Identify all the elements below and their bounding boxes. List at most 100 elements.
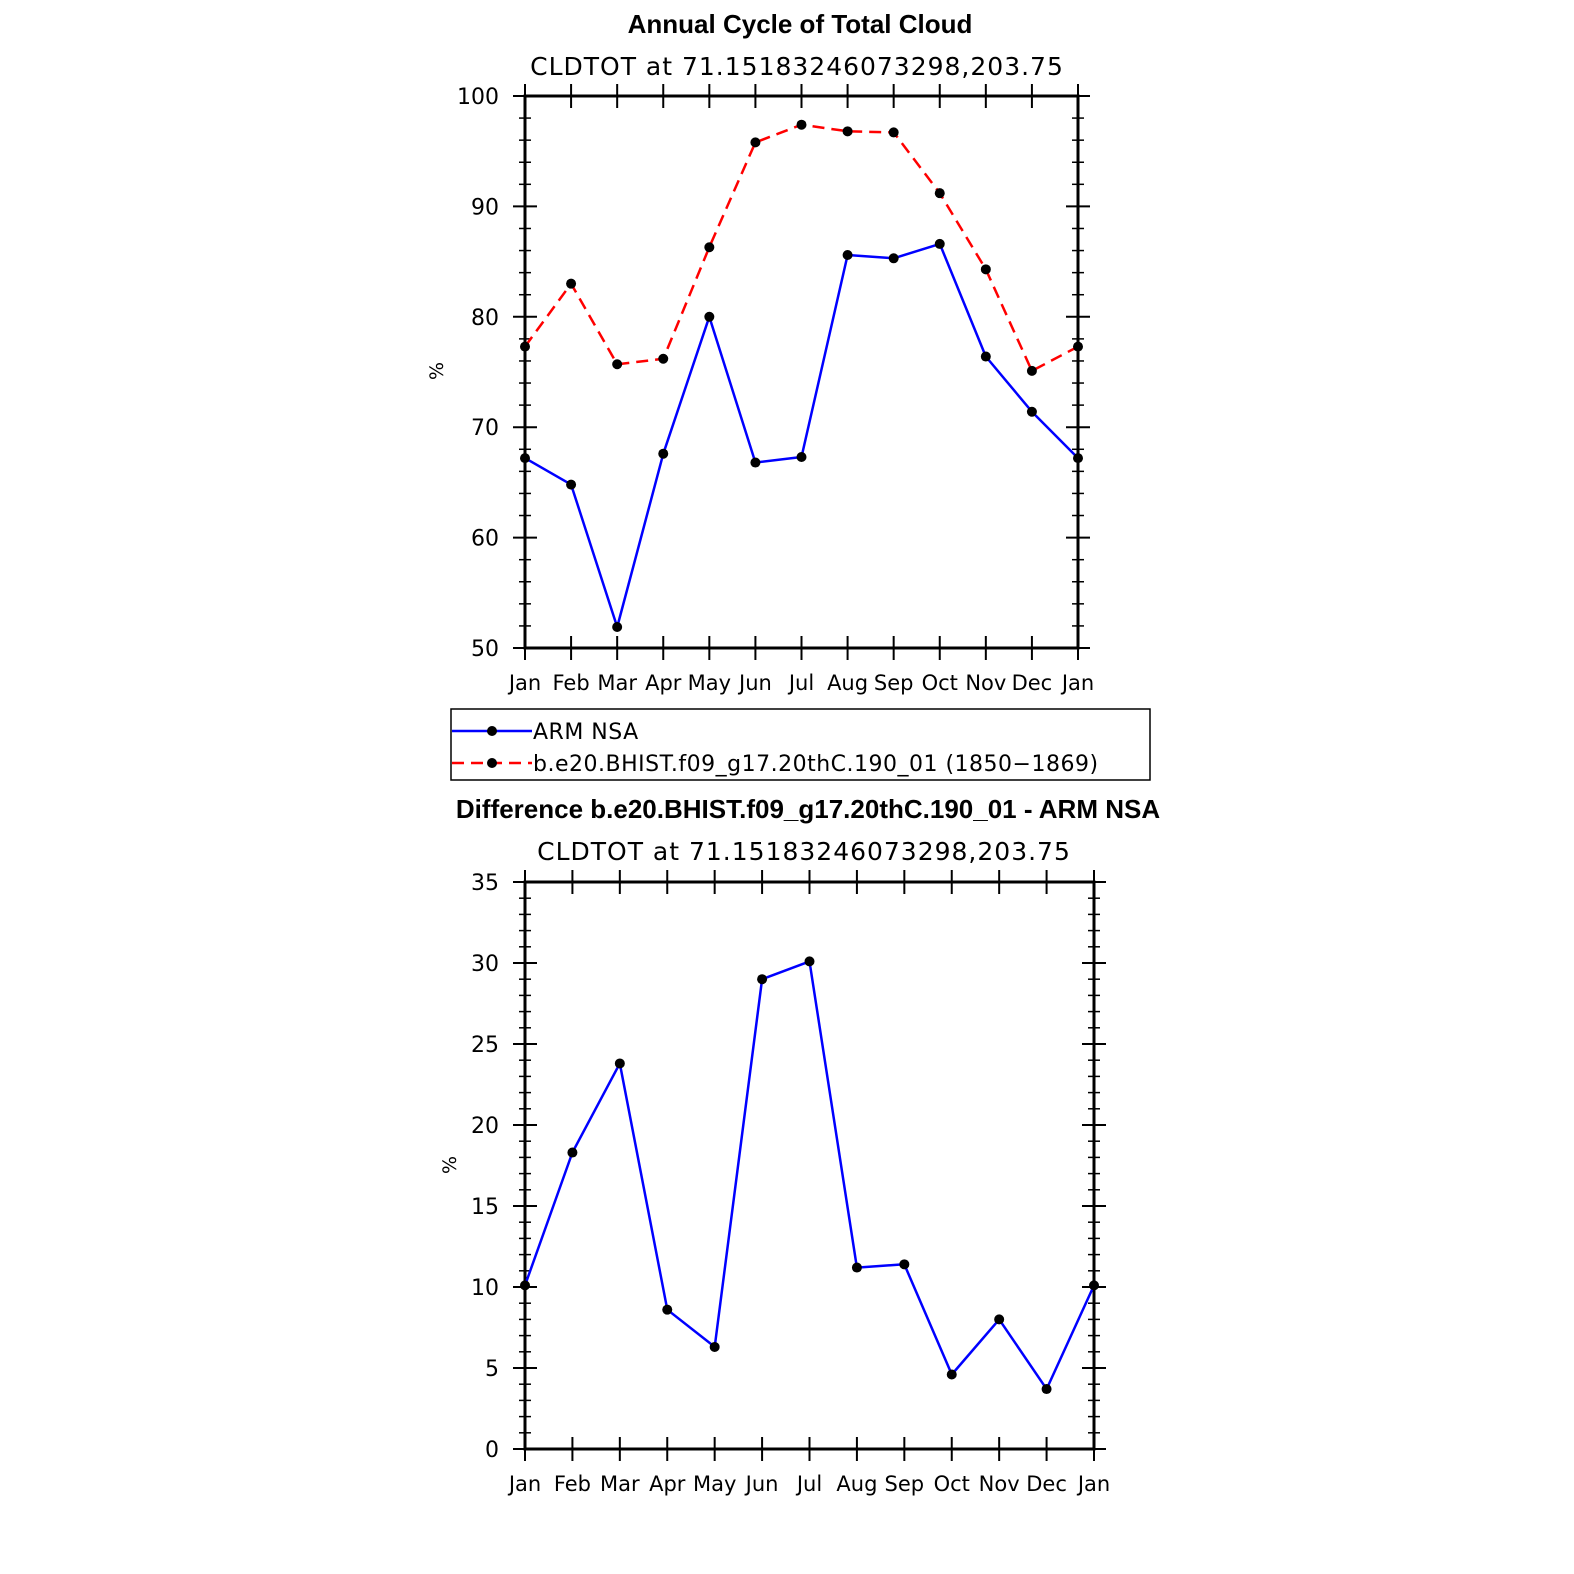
x-tick-label: Aug: [836, 1472, 877, 1496]
x-tick-label: Oct: [934, 1472, 970, 1496]
data-point: [709, 1341, 720, 1352]
data-point: [796, 452, 807, 463]
data-point: [980, 351, 991, 362]
chart1-ylabel: %: [426, 362, 448, 380]
data-point: [612, 622, 623, 633]
data-point: [804, 956, 815, 967]
chart-difference: Difference b.e20.BHIST.f09_g17.20thC.190…: [439, 794, 1160, 1496]
x-tick-label: Dec: [1012, 671, 1053, 695]
x-tick-label: Jan: [1060, 671, 1094, 695]
data-point: [520, 341, 530, 352]
data-point: [704, 242, 715, 253]
data-point: [1041, 1384, 1052, 1395]
legend-label-arm-nsa: ARM NSA: [533, 720, 639, 745]
data-point: [934, 238, 945, 249]
data-point: [1089, 1280, 1099, 1291]
data-point: [842, 249, 853, 260]
data-point: [946, 1369, 957, 1380]
x-tick-label: Jan: [507, 671, 541, 695]
x-tick-label: Nov: [965, 671, 1006, 695]
data-point: [1073, 341, 1083, 352]
data-point: [614, 1058, 625, 1069]
x-tick-label: May: [693, 1472, 736, 1496]
x-tick-label: Jul: [795, 1472, 822, 1496]
data-point: [612, 359, 623, 370]
chart2-plot-frame: [523, 880, 1096, 1451]
chart2-title: Difference b.e20.BHIST.f09_g17.20thC.190…: [456, 794, 1160, 824]
x-tick-label: Jun: [737, 671, 772, 695]
chart1-subtitle: CLDTOT at 71.15183246073298,203.75: [530, 52, 1064, 81]
data-point: [888, 253, 899, 264]
data-point: [704, 311, 715, 322]
chart2-subtitle: CLDTOT at 71.15183246073298,203.75: [537, 837, 1071, 866]
y-tick-label: 30: [471, 952, 499, 977]
series-line-1: [523, 123, 1079, 373]
x-tick-label: Nov: [979, 1472, 1020, 1496]
x-tick-label: Dec: [1026, 1472, 1067, 1496]
data-point: [934, 188, 945, 199]
data-point: [757, 974, 768, 985]
chart2-x-tick-labels: Jan Feb Mar Apr May Jun Jul Aug Sep Oct Nov Dec Jan: [507, 1472, 1110, 1496]
x-tick-label: Mar: [597, 671, 637, 695]
y-tick-label: 60: [471, 527, 499, 552]
data-point: [842, 126, 853, 137]
data-point: [566, 479, 577, 490]
y-tick-label: 70: [471, 416, 499, 441]
y-tick-label: 80: [471, 306, 499, 331]
x-tick-label: Feb: [554, 1472, 591, 1496]
x-tick-label: Jul: [787, 671, 814, 695]
data-point: [567, 1147, 578, 1158]
series-line-0: [524, 242, 1079, 629]
x-tick-label: Jan: [1076, 1472, 1110, 1496]
y-tick-label: 25: [471, 1033, 499, 1058]
chart1-x-tick-labels: Jan Feb Mar Apr May Jun Jul Aug Sep Oct Nov Dec Jan: [507, 671, 1094, 695]
y-tick-label: 50: [471, 637, 499, 662]
legend-marker-arm-nsa: [487, 726, 497, 736]
chart2-ylabel: %: [439, 1156, 461, 1174]
data-point: [796, 119, 807, 130]
x-tick-label: Sep: [874, 671, 914, 695]
x-tick-label: Jan: [507, 1472, 541, 1496]
data-point: [851, 1262, 862, 1273]
chart1-legend: ARM NSA b.e20.BHIST.f09_g17.20thC.190_01…: [450, 708, 1151, 781]
y-tick-label: 100: [457, 85, 499, 110]
data-point: [994, 1314, 1005, 1325]
chart1-title: Annual Cycle of Total Cloud: [628, 9, 973, 39]
y-tick-label: 5: [485, 1357, 499, 1382]
legend-marker-model: [487, 758, 497, 768]
legend-label-model: b.e20.BHIST.f09_g17.20thC.190_01 (1850−1…: [533, 752, 1099, 777]
legend-box: [450, 708, 1151, 781]
y-tick-label: 90: [471, 195, 499, 220]
data-point: [899, 1259, 910, 1270]
data-point: [980, 264, 991, 275]
x-tick-label: Jun: [744, 1472, 779, 1496]
y-tick-label: 0: [485, 1438, 499, 1463]
x-tick-label: May: [688, 671, 731, 695]
data-point: [520, 453, 530, 464]
chart1-plot-frame: [523, 94, 1080, 650]
data-point: [662, 1304, 673, 1315]
chart1-series: [520, 119, 1083, 633]
data-point: [1026, 365, 1037, 376]
data-point: [1026, 406, 1037, 417]
data-point: [520, 1280, 530, 1291]
data-point: [658, 448, 669, 459]
x-tick-label: Sep: [885, 1472, 925, 1496]
data-point: [750, 137, 761, 148]
data-point: [888, 127, 899, 138]
x-tick-label: Apr: [645, 671, 682, 695]
x-tick-label: Mar: [600, 1472, 640, 1496]
data-point: [658, 353, 669, 364]
data-point: [566, 278, 577, 289]
x-tick-label: Aug: [827, 671, 868, 695]
chart2-y-tick-labels: 0 5 10 15 20 25 30 35: [471, 871, 499, 1463]
chart-annual-cycle: Annual Cycle of Total Cloud CLDTOT at 71…: [426, 9, 1094, 695]
y-tick-label: 15: [471, 1195, 499, 1220]
x-tick-label: Apr: [649, 1472, 686, 1496]
y-tick-label: 20: [471, 1114, 499, 1139]
y-tick-label: 35: [471, 871, 499, 896]
data-point: [1073, 453, 1083, 464]
y-tick-label: 10: [471, 1276, 499, 1301]
chart2-series: [520, 956, 1099, 1395]
